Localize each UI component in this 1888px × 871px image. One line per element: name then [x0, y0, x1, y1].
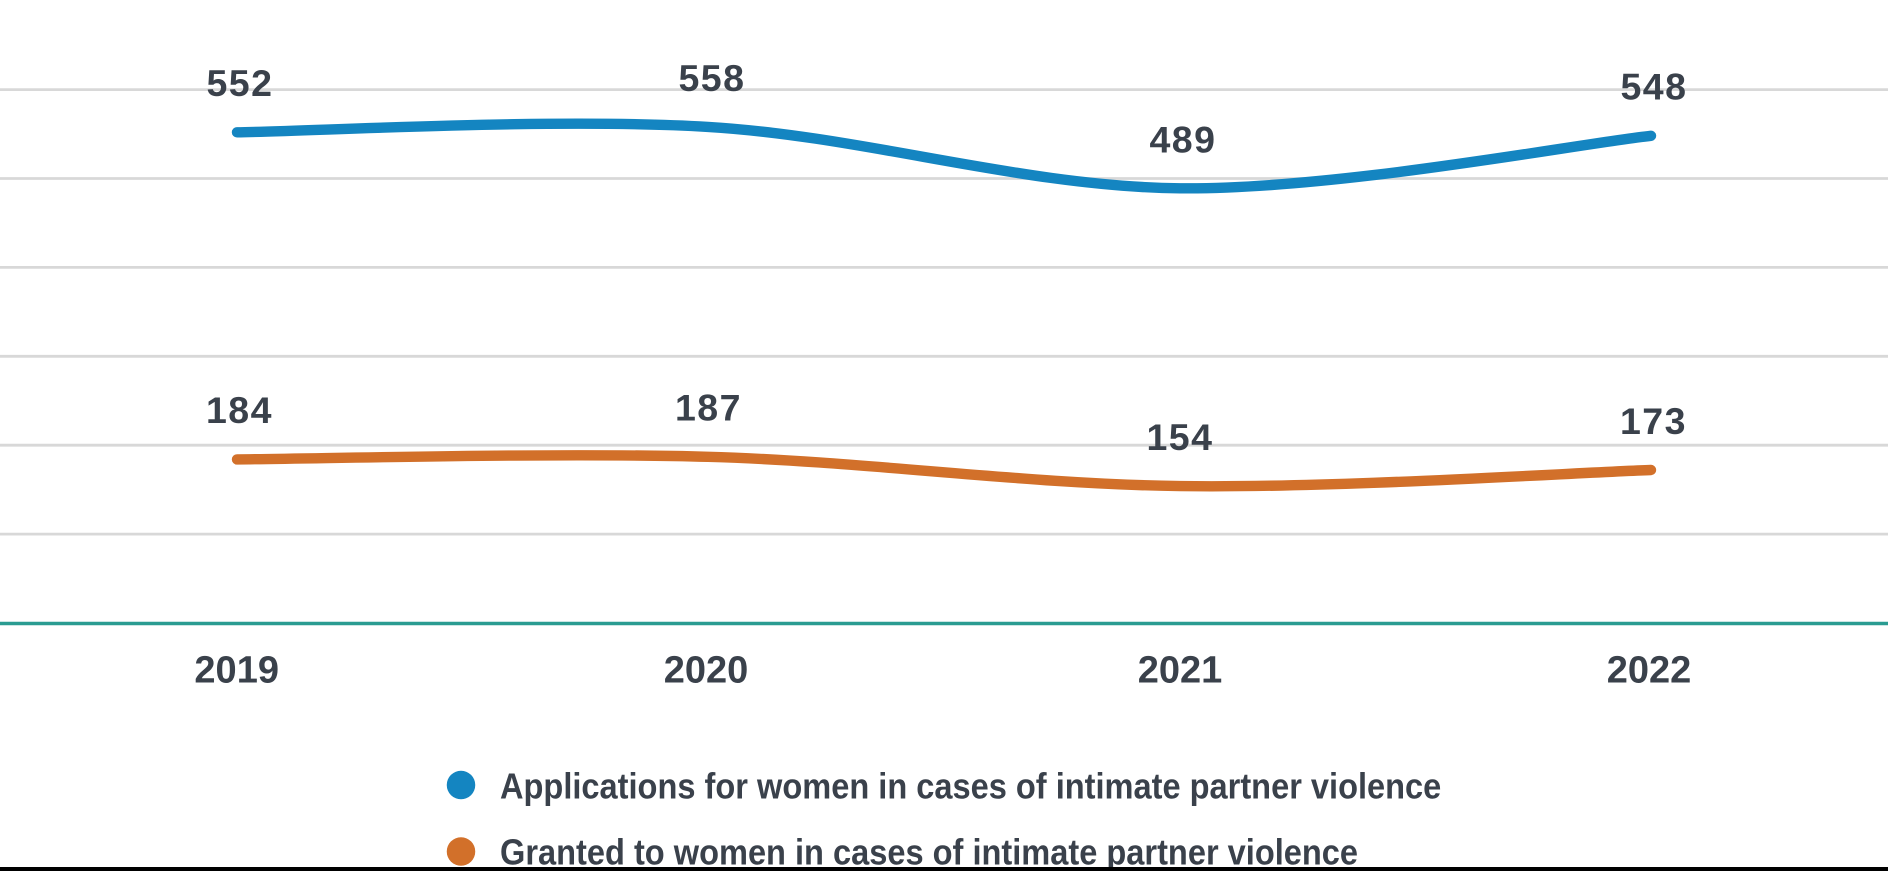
svg-text:489: 489 [1149, 118, 1216, 160]
svg-text:548: 548 [1620, 66, 1687, 108]
svg-text:184: 184 [206, 389, 273, 431]
svg-text:Applications for women in case: Applications for women in cases of intim… [500, 767, 1441, 807]
svg-text:Granted to women in cases of i: Granted to women in cases of intimate pa… [500, 833, 1358, 871]
svg-text:552: 552 [206, 62, 273, 104]
svg-text:2019: 2019 [194, 650, 279, 692]
svg-text:173: 173 [1620, 400, 1687, 442]
svg-text:2022: 2022 [1607, 650, 1692, 692]
svg-text:187: 187 [675, 387, 742, 429]
svg-text:558: 558 [678, 57, 745, 99]
svg-text:2020: 2020 [664, 650, 749, 692]
svg-text:2021: 2021 [1138, 650, 1223, 692]
svg-text:154: 154 [1146, 416, 1213, 458]
